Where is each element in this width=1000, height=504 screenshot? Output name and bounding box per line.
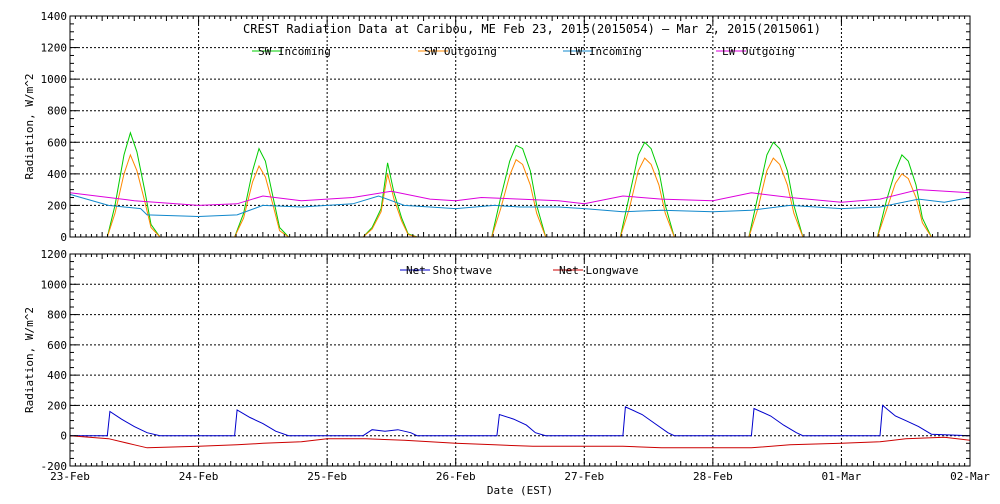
legend-label-lw-outgoing: LW Outgoing (722, 45, 795, 58)
x-tick-label: 01-Mar (822, 470, 862, 483)
legend-label-sw-outgoing: SW Outgoing (424, 45, 497, 58)
series-line-sw-outgoing (70, 153, 970, 238)
y-tick-label: -200 (41, 460, 68, 473)
y-tick-label: 1000 (41, 278, 68, 291)
series-line-net-shortwave (70, 404, 971, 437)
y-tick-label: 1200 (41, 42, 68, 55)
legend-label-lw-incoming: LW Incoming (569, 45, 642, 58)
y-tick-label: 800 (47, 105, 67, 118)
legend-label-net-longwave: Net Longwave (559, 264, 638, 277)
y-tick-label: 1400 (41, 10, 68, 23)
x-axis-label: Date (EST) (487, 484, 553, 497)
y-tick-label: 1200 (41, 248, 68, 261)
x-tick-label: 27-Feb (564, 470, 604, 483)
y-axis-label: Radiation, W/m^2 (23, 74, 36, 180)
y-tick-label: 1000 (41, 73, 68, 86)
x-tick-label: 23-Feb (50, 470, 90, 483)
top-panel: 0 200 400 600 800 1000 1200 1400 Radiation, W/m^… (23, 10, 971, 244)
y-axis-label: Radiation, W/m^2 (23, 307, 36, 413)
chart-title: CREST Radiation Data at Caribou, ME Feb … (243, 22, 821, 36)
y-tick-label: 400 (47, 369, 67, 382)
legend-label-net-shortwave: Net Shortwave (406, 264, 492, 277)
x-tick-label: 24-Feb (179, 470, 219, 483)
x-tick-label: 25-Feb (307, 470, 347, 483)
y-tick-label: 800 (47, 309, 67, 322)
x-tick-label: 26-Feb (436, 470, 476, 483)
x-tick-label: 02-Mar (950, 470, 990, 483)
series-line-sw-incoming (70, 131, 970, 238)
plot-frame (69, 15, 971, 238)
y-tick-label: 0 (60, 231, 67, 244)
plot-frame (69, 253, 971, 467)
y-tick-label: 200 (47, 199, 67, 212)
y-tick-label: 200 (47, 399, 67, 412)
legend-label-sw-incoming: SW Incoming (258, 45, 331, 58)
y-tick-label: 600 (47, 136, 67, 149)
series-line-lw-outgoing (69, 189, 971, 206)
y-tick-label: 0 (60, 430, 67, 443)
bottom-panel: -200 0 200 400 600 800 1000 1200 Radiation, W/m^… (23, 248, 990, 483)
x-tick-label: 28-Feb (693, 470, 733, 483)
y-tick-label: 400 (47, 168, 67, 181)
y-tick-label: 600 (47, 339, 67, 352)
series-line-net-longwave (69, 435, 971, 449)
series-line-lw-incoming (69, 193, 971, 218)
